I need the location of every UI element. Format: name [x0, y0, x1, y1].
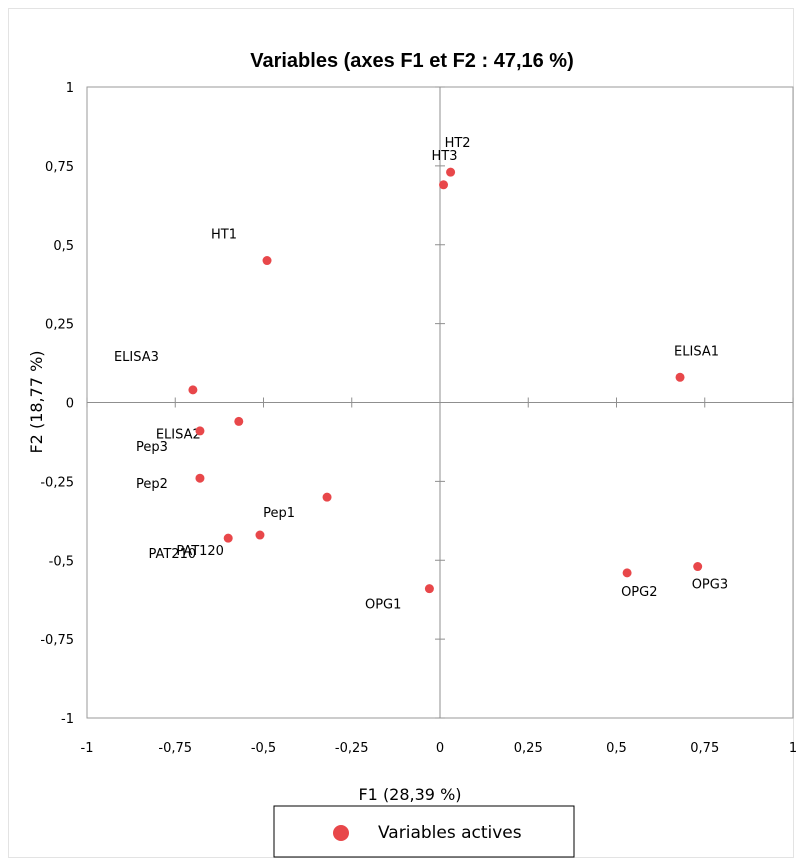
ticks-group: -1 -0,75 -0,5 -0,25 0 0,25 0,5 0,75 1 -1 -0,75 -0,5… — [40, 81, 797, 756]
y-tick-label: 0,5 — [53, 239, 74, 254]
x-tick-label: 0,25 — [514, 741, 543, 756]
data-point-ht3 — [439, 180, 449, 190]
x-tick-label: -1 — [81, 741, 94, 756]
y-tick-label: -0,5 — [49, 554, 74, 569]
data-point-elisa1 — [675, 372, 685, 382]
point-label-elisa3: ELISA3 — [114, 350, 159, 365]
point-label-elisa2: ELISA2 — [156, 427, 201, 442]
y-tick-label: -1 — [61, 712, 74, 727]
data-point-opg2 — [622, 568, 632, 578]
point-label-ht1: HT1 — [211, 228, 237, 243]
legend-label: Variables actives — [378, 823, 522, 843]
x-tick-label: 0,75 — [690, 741, 719, 756]
data-point-opg1 — [424, 584, 434, 594]
data-point-opg3 — [693, 562, 703, 572]
data-point-pep1 — [322, 492, 332, 502]
point-label-opg2: OPG2 — [621, 585, 657, 600]
y-tick-label: 0,25 — [45, 318, 74, 333]
point-label-pat210: PAT210 — [149, 547, 197, 562]
legend-marker — [333, 825, 349, 841]
data-point-pep2 — [195, 473, 205, 483]
x-tick-label: 0 — [436, 741, 444, 756]
x-tick-label: -0,75 — [158, 741, 192, 756]
y-tick-label: 0,75 — [45, 160, 74, 175]
y-tick-label: 1 — [66, 81, 74, 96]
x-tick-label: 0,5 — [606, 741, 627, 756]
data-point-elisa2 — [234, 416, 244, 426]
chart-title: Variables (axes F1 et F2 : 47,16 %) — [250, 50, 574, 72]
x-axis-title: F1 (28,39 %) — [358, 785, 461, 804]
data-point-pep3 — [195, 426, 205, 436]
y-axis-title: F2 (18,77 %) — [27, 350, 46, 453]
y-tick-label: 0 — [66, 397, 74, 412]
x-tick-label: -0,25 — [335, 741, 369, 756]
point-label-elisa1: ELISA1 — [674, 344, 719, 359]
x-tick-label: -0,5 — [251, 741, 276, 756]
chart-frame — [8, 8, 794, 858]
point-label-ht2: HT2 — [445, 136, 471, 151]
point-label-pep1: Pep1 — [263, 506, 295, 521]
legend-box — [273, 805, 575, 858]
legend: Variables actives — [273, 805, 575, 858]
data-point-ht1 — [262, 256, 272, 266]
point-label-ht3: HT3 — [432, 149, 458, 164]
y-tick-label: -0,75 — [40, 633, 74, 648]
data-point-pat120 — [255, 530, 265, 540]
point-label-opg1: OPG1 — [365, 598, 401, 613]
y-tick-label: -0,25 — [40, 475, 74, 490]
point-label-pat120: PAT120 — [176, 544, 224, 559]
point-label-opg3: OPG3 — [692, 578, 728, 593]
data-point-pat210 — [223, 533, 233, 543]
x-tick-label: 1 — [789, 741, 797, 756]
point-label-pep3: Pep3 — [136, 440, 168, 455]
data-point-elisa3 — [188, 385, 198, 395]
data-point-ht2 — [446, 167, 456, 177]
point-label-pep2: Pep2 — [136, 477, 168, 492]
